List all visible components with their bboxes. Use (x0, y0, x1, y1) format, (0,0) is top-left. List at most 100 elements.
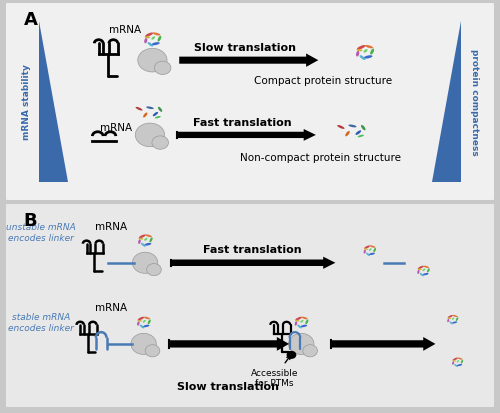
Text: mRNA: mRNA (95, 222, 127, 232)
Polygon shape (179, 55, 318, 68)
Text: Compact protein structure: Compact protein structure (254, 76, 392, 85)
Ellipse shape (452, 360, 456, 362)
Ellipse shape (452, 318, 454, 320)
Ellipse shape (152, 33, 160, 36)
FancyBboxPatch shape (4, 2, 496, 202)
Circle shape (154, 62, 171, 75)
Ellipse shape (452, 315, 458, 317)
Ellipse shape (364, 50, 368, 54)
Ellipse shape (138, 320, 142, 322)
Circle shape (288, 334, 314, 355)
Ellipse shape (152, 37, 155, 40)
Ellipse shape (296, 317, 302, 320)
Ellipse shape (140, 325, 144, 329)
Ellipse shape (369, 249, 372, 251)
Ellipse shape (356, 131, 361, 135)
Ellipse shape (420, 273, 424, 277)
Text: Non-compact protein structure: Non-compact protein structure (240, 152, 402, 162)
Ellipse shape (152, 43, 160, 46)
Polygon shape (171, 257, 336, 269)
Ellipse shape (146, 235, 152, 237)
Ellipse shape (148, 43, 153, 47)
Text: Accessible
for PTMs: Accessible for PTMs (250, 356, 298, 387)
Ellipse shape (370, 50, 374, 55)
Ellipse shape (158, 107, 162, 113)
Text: mRNA: mRNA (110, 25, 142, 35)
Ellipse shape (452, 361, 454, 365)
Circle shape (303, 345, 318, 357)
Polygon shape (177, 130, 316, 141)
Ellipse shape (138, 240, 141, 244)
Circle shape (136, 124, 164, 147)
Ellipse shape (361, 126, 366, 131)
Ellipse shape (452, 358, 458, 361)
Ellipse shape (144, 37, 150, 39)
Ellipse shape (144, 243, 152, 246)
Circle shape (145, 345, 160, 357)
Ellipse shape (422, 273, 428, 275)
Text: Fast translation: Fast translation (194, 118, 292, 128)
Ellipse shape (337, 126, 344, 130)
Text: A: A (24, 11, 38, 29)
Circle shape (131, 334, 156, 355)
Ellipse shape (456, 360, 459, 363)
Ellipse shape (364, 249, 368, 250)
Ellipse shape (374, 248, 376, 253)
Text: Slow translation: Slow translation (177, 381, 279, 391)
Ellipse shape (144, 39, 148, 44)
Text: B: B (24, 211, 37, 230)
Ellipse shape (138, 238, 143, 240)
Ellipse shape (136, 108, 142, 111)
Ellipse shape (144, 238, 148, 241)
Ellipse shape (456, 318, 458, 321)
Ellipse shape (358, 135, 364, 138)
Ellipse shape (141, 243, 146, 247)
Text: mRNA: mRNA (95, 303, 127, 313)
Text: protein compactness: protein compactness (470, 49, 479, 155)
Text: unstable mRNA
encodes linker: unstable mRNA encodes linker (6, 223, 76, 243)
Ellipse shape (306, 320, 308, 325)
Ellipse shape (138, 317, 144, 320)
Ellipse shape (153, 113, 158, 117)
Text: Slow translation: Slow translation (194, 43, 296, 53)
Ellipse shape (365, 46, 373, 49)
Ellipse shape (137, 322, 140, 326)
Ellipse shape (302, 317, 308, 320)
Ellipse shape (424, 266, 429, 268)
Ellipse shape (356, 52, 360, 57)
Ellipse shape (357, 46, 366, 50)
Ellipse shape (348, 125, 356, 128)
Text: mRNA stability: mRNA stability (22, 64, 31, 140)
Polygon shape (330, 337, 436, 351)
Ellipse shape (155, 117, 160, 119)
Ellipse shape (447, 319, 449, 323)
Circle shape (132, 253, 158, 274)
Polygon shape (39, 22, 68, 183)
Ellipse shape (369, 253, 375, 255)
Text: Fast translation: Fast translation (203, 245, 302, 255)
Ellipse shape (448, 318, 451, 319)
Circle shape (138, 49, 167, 73)
Ellipse shape (418, 269, 422, 271)
Ellipse shape (143, 113, 148, 118)
FancyBboxPatch shape (4, 203, 496, 408)
Ellipse shape (143, 320, 146, 323)
Ellipse shape (360, 56, 366, 61)
Polygon shape (432, 22, 461, 183)
Ellipse shape (148, 320, 151, 325)
Ellipse shape (300, 325, 307, 328)
Ellipse shape (300, 320, 304, 323)
Ellipse shape (458, 358, 462, 360)
Ellipse shape (422, 269, 425, 271)
Ellipse shape (294, 322, 297, 326)
Circle shape (286, 351, 296, 359)
Ellipse shape (364, 56, 372, 59)
Ellipse shape (450, 322, 453, 325)
Ellipse shape (448, 315, 453, 318)
Ellipse shape (418, 270, 420, 274)
Ellipse shape (158, 37, 162, 43)
Ellipse shape (146, 107, 154, 110)
Ellipse shape (139, 235, 145, 239)
Ellipse shape (364, 246, 370, 249)
Ellipse shape (298, 325, 302, 329)
